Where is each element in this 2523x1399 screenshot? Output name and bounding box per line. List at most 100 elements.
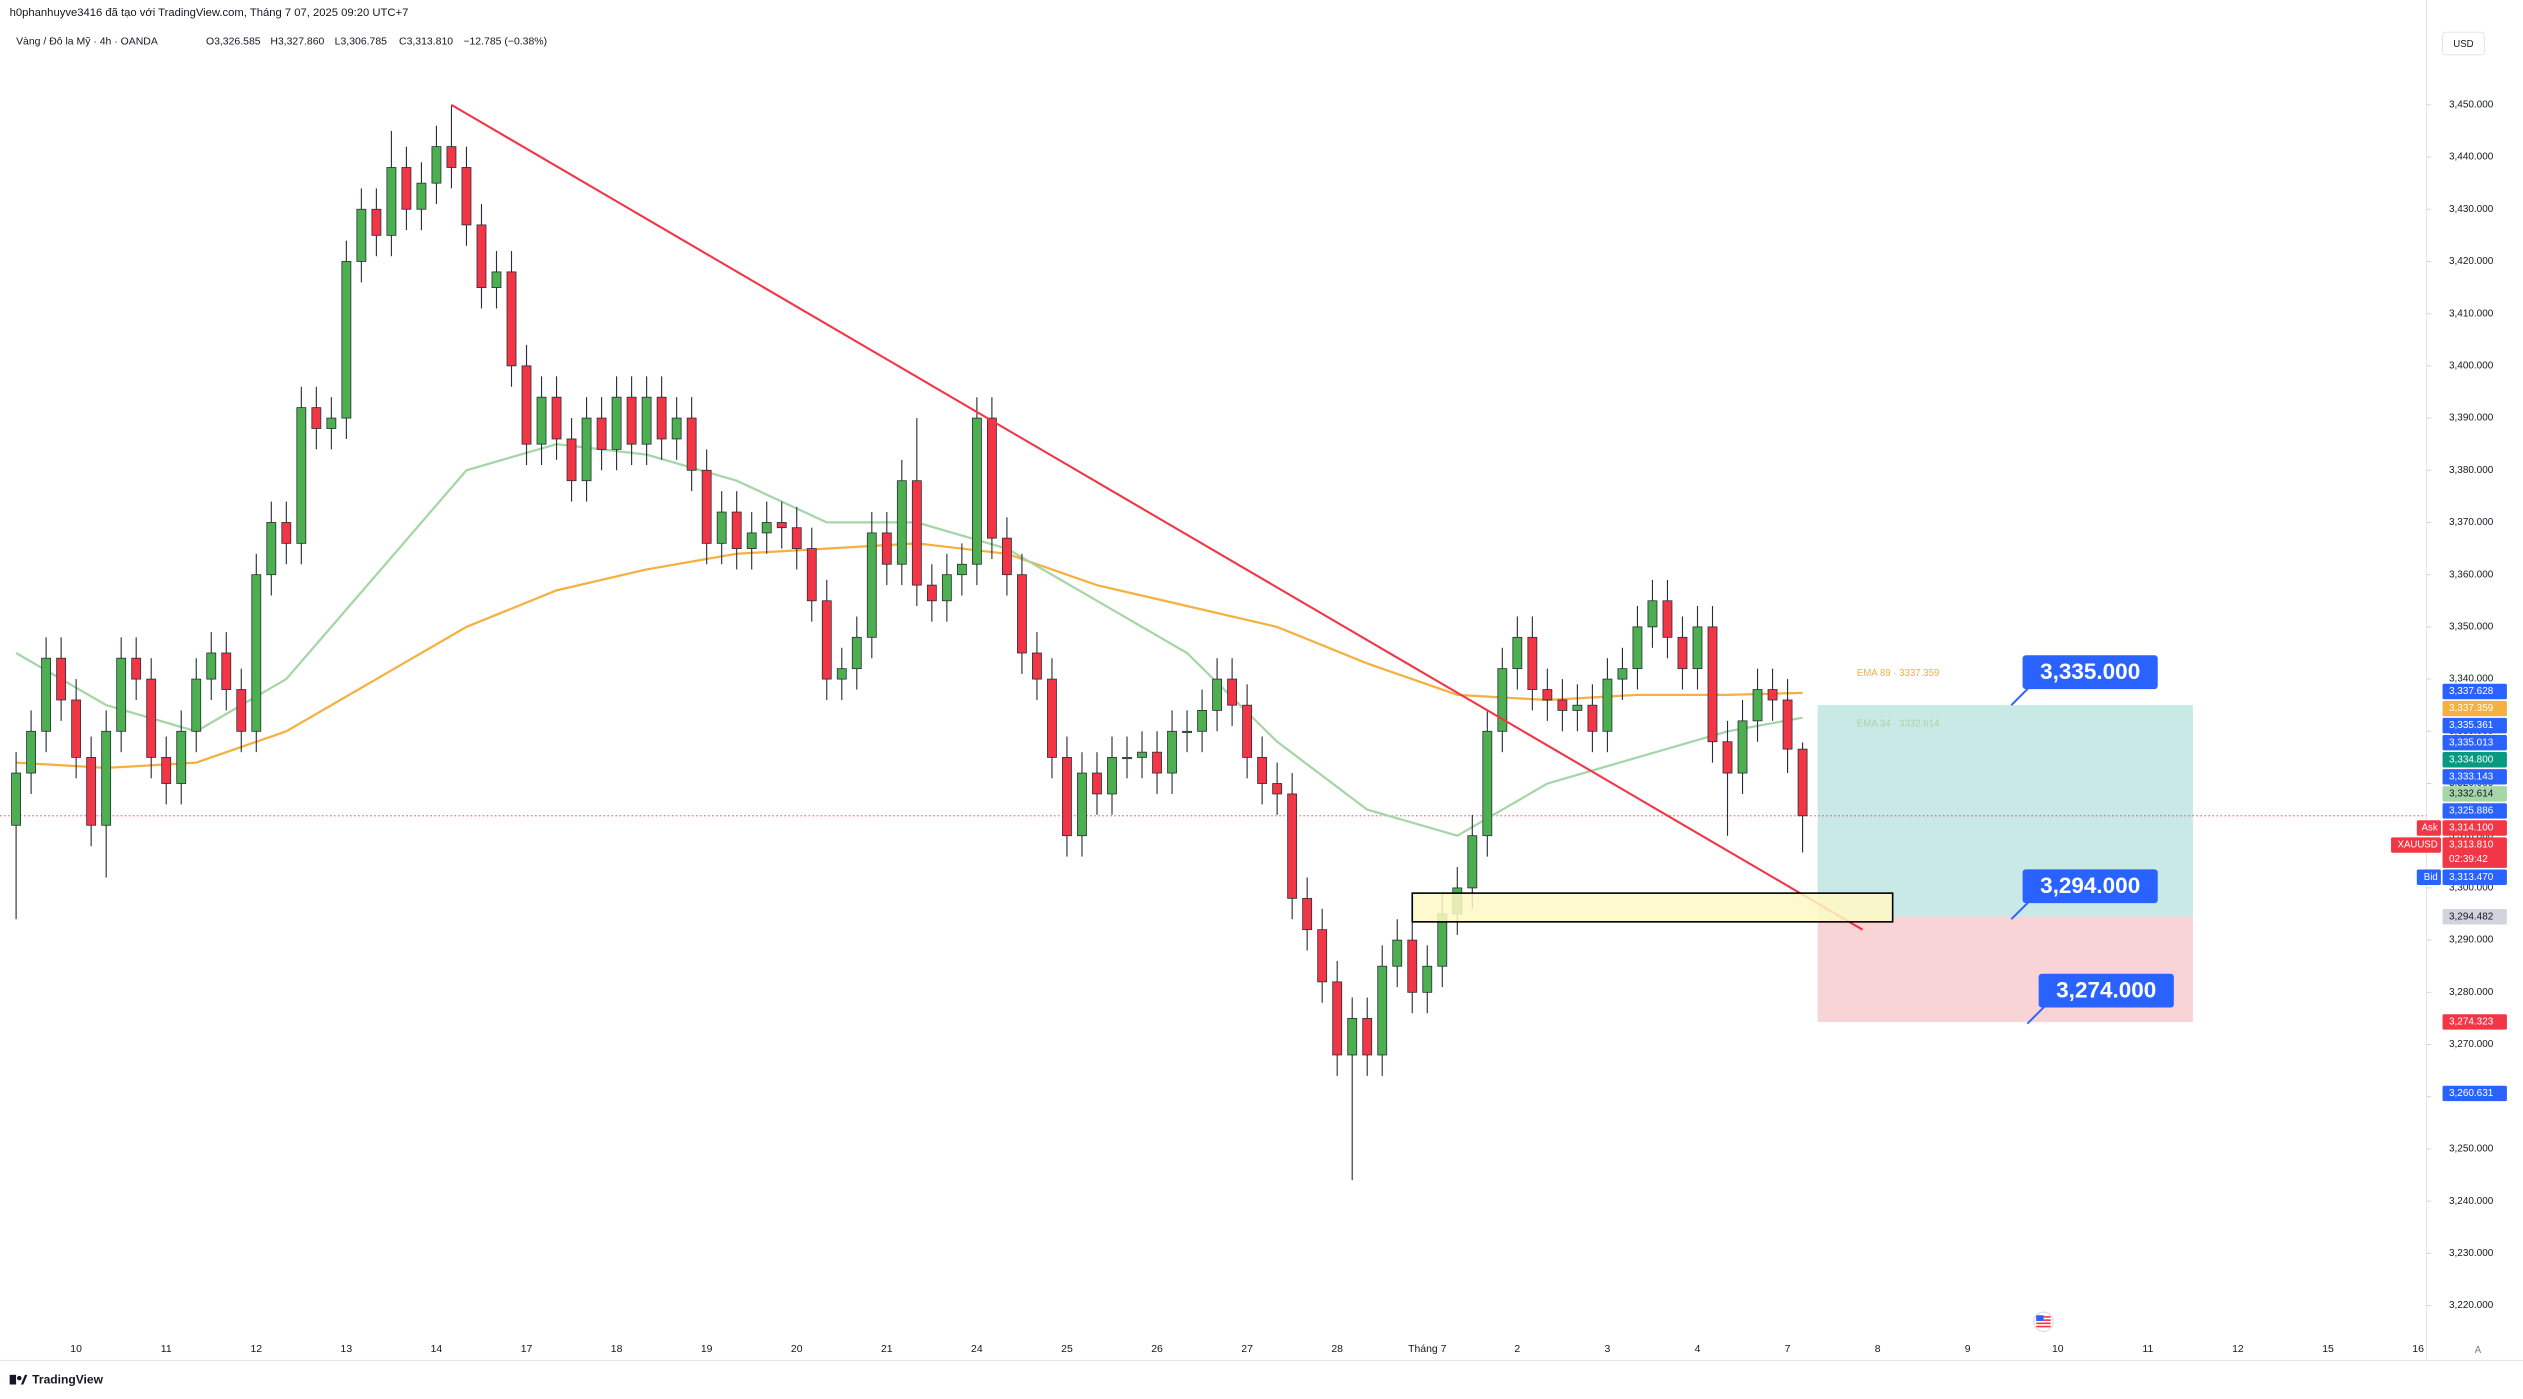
- candle-body: [131, 657, 142, 680]
- candle-body: [1512, 636, 1523, 670]
- candle-body: [1722, 741, 1733, 774]
- candle-body: [701, 469, 712, 544]
- candle-body: [851, 636, 862, 670]
- price-badge-label: 3,313.470: [2449, 872, 2494, 883]
- x-tick-label: 26: [1151, 1344, 1163, 1355]
- x-tick-label: 16: [2412, 1344, 2424, 1355]
- price-badge: [2442, 869, 2507, 885]
- price-badge-countdown: 02:39:42: [2449, 854, 2488, 865]
- x-tick-label: 10: [2052, 1344, 2064, 1355]
- candle-body: [71, 699, 82, 758]
- candle-body: [356, 208, 367, 262]
- auto-scale[interactable]: A: [2475, 1345, 2482, 1356]
- candle-body: [326, 417, 337, 429]
- x-tick-label: 9: [1965, 1344, 1971, 1355]
- event-flag[interactable]: [2033, 1311, 2054, 1332]
- candle-body: [1692, 626, 1703, 670]
- candle-body: [716, 511, 727, 544]
- candle-body: [1617, 668, 1628, 680]
- price-badge-label: 3,294.482: [2449, 911, 2494, 922]
- candle-body: [776, 522, 787, 529]
- candle-body: [746, 532, 757, 549]
- x-tick-label: 19: [701, 1344, 713, 1355]
- candle-body: [1092, 772, 1102, 795]
- price-badge: [2442, 683, 2507, 700]
- x-tick-label: 27: [1241, 1344, 1253, 1355]
- x-tick-label: 11: [2142, 1344, 2153, 1355]
- candle-body: [1017, 574, 1027, 654]
- x-tick-label: 11: [161, 1344, 172, 1355]
- candle-body: [56, 657, 67, 701]
- candle-body: [1302, 897, 1313, 931]
- y-tick-label: 3,390.000: [2449, 413, 2494, 424]
- currency-box[interactable]: [2442, 31, 2485, 56]
- candle-body: [731, 511, 742, 549]
- candle-body: [311, 407, 322, 429]
- candle-body: [1182, 730, 1192, 733]
- brand: TradingView: [32, 1373, 103, 1387]
- x-tick-label: 14: [431, 1344, 443, 1355]
- y-tick-label: 3,250.000: [2449, 1144, 2494, 1155]
- y-tick-label: 3,350.000: [2449, 622, 2494, 633]
- candle-body: [836, 668, 847, 680]
- y-tick-label: 3,340.000: [2449, 674, 2494, 685]
- candle-body: [1392, 939, 1403, 967]
- candle-body: [416, 182, 427, 210]
- price-badge: [2442, 717, 2507, 734]
- callout-box: [2038, 973, 2174, 1008]
- x-tick-label: 25: [1061, 1344, 1073, 1355]
- candle-body: [1137, 751, 1147, 758]
- candle-body: [1062, 756, 1072, 837]
- x-tick-label: 24: [971, 1344, 983, 1355]
- candle-body: [221, 652, 232, 690]
- candle-body: [11, 772, 21, 826]
- price-badge-label: 3,335.013: [2449, 737, 2494, 748]
- price-badge: [2442, 752, 2507, 768]
- ohlc-value: C3,313.810: [399, 37, 453, 48]
- currency[interactable]: USD: [2453, 39, 2473, 50]
- callout-label: 3,274.000: [2056, 977, 2156, 1002]
- candle-body: [626, 396, 637, 445]
- ema-label: EMA 89 · 3337.359: [1857, 668, 1940, 679]
- candle-body: [281, 522, 292, 544]
- callout-box: [2022, 655, 2158, 690]
- y-tick-label: 3,280.000: [2449, 987, 2494, 998]
- price-badge-tag-label: Ask: [2422, 823, 2438, 834]
- price-badge-tag-label: XAUUSD: [2398, 840, 2438, 851]
- candle-body: [1272, 783, 1283, 795]
- price-badge: [2442, 1014, 2507, 1030]
- candle-body: [1122, 756, 1132, 760]
- price-badge-tag: [2391, 837, 2441, 853]
- y-tick-label: 3,420.000: [2449, 256, 2494, 267]
- price-badge: [2442, 734, 2507, 751]
- price-badge: [2442, 803, 2507, 819]
- candle-body: [266, 522, 277, 576]
- candle-body: [176, 730, 187, 784]
- callout-pointer: [2010, 900, 2030, 920]
- price-badge-label: 3,274.323: [2449, 1017, 2494, 1028]
- x-tick-label: Tháng 7: [1408, 1344, 1447, 1355]
- y-tick-label: 3,440.000: [2449, 152, 2494, 163]
- callout-pointer: [2010, 686, 2030, 706]
- candle-body: [206, 652, 217, 680]
- candle-body: [1347, 1018, 1358, 1056]
- candle-body: [161, 756, 172, 784]
- candle-body: [611, 396, 622, 450]
- candle-body: [1257, 756, 1268, 784]
- candle-body: [806, 548, 817, 602]
- trendline: [450, 103, 1864, 931]
- candle-body: [1197, 710, 1207, 732]
- x-tick-label: 12: [250, 1344, 262, 1355]
- candle-body: [941, 574, 952, 602]
- ohlc-value: −12.785 (−0.38%): [463, 37, 547, 48]
- candle-body: [1527, 636, 1538, 690]
- candle-body: [1647, 600, 1658, 628]
- candle-body: [1107, 756, 1117, 795]
- candle-body: [1377, 965, 1388, 1056]
- candle-body: [251, 574, 262, 732]
- candle-body: [521, 365, 532, 445]
- candle-body: [1587, 704, 1598, 732]
- candle-body: [101, 730, 112, 826]
- candle-body: [401, 167, 412, 210]
